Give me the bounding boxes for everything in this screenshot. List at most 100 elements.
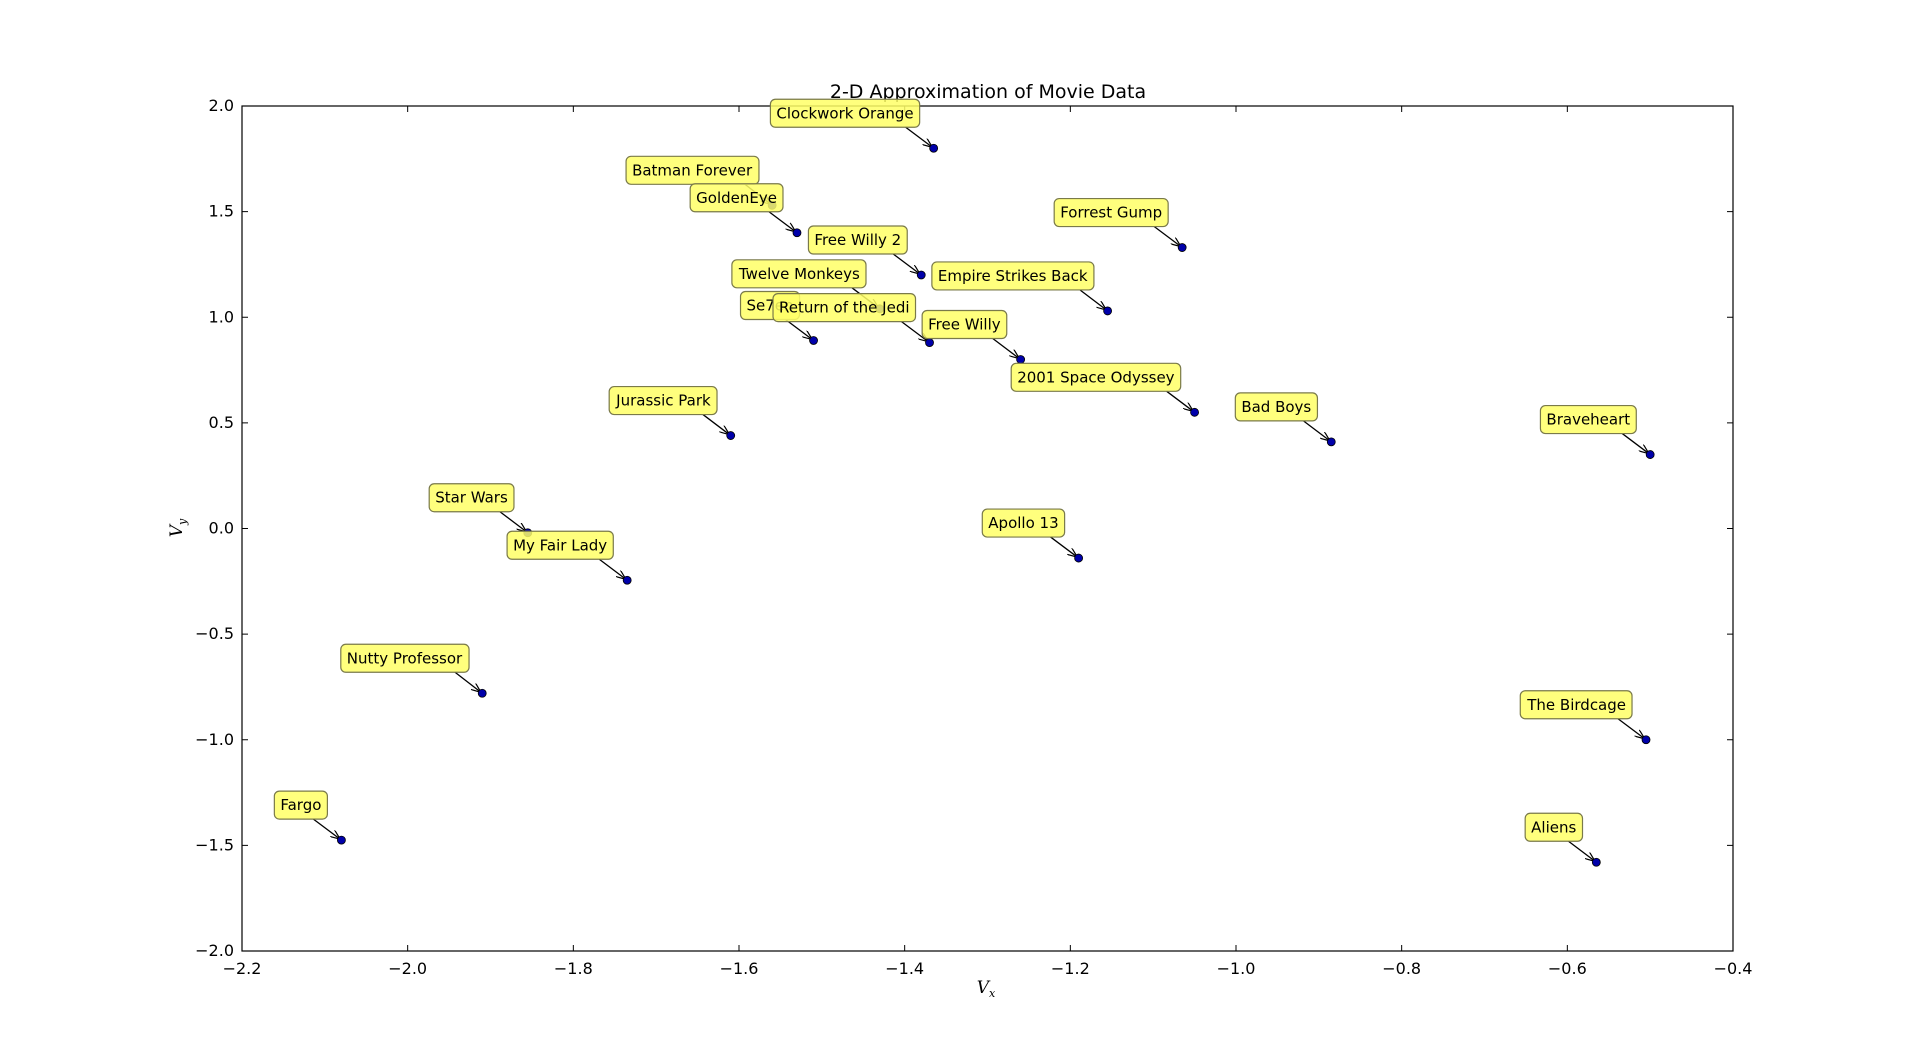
data-point — [1190, 407, 1199, 417]
point-label-text: Fargo — [280, 796, 321, 814]
point-label-box — [608, 385, 718, 416]
point-label-box — [273, 790, 328, 820]
x-axis-label-main: V — [977, 978, 991, 998]
annotation-arrow — [313, 818, 339, 839]
point-label-text: Apollo 13 — [988, 514, 1058, 532]
point-label-text: 2001 Space Odyssey — [1017, 368, 1174, 386]
annotation-arrow — [1079, 289, 1106, 310]
point-label: Twelve Monkeys — [731, 259, 867, 289]
point-label-box — [807, 225, 908, 255]
annotation-arrow — [992, 337, 1019, 359]
x-axis-label-subscript: x — [989, 987, 996, 1000]
y-tick-label: 2.0 — [209, 96, 234, 115]
x-tick-label: −2.2 — [223, 959, 262, 978]
data-point — [1074, 553, 1084, 563]
annotation-arrow — [905, 126, 932, 147]
data-point — [792, 228, 802, 238]
point-label: Aliens — [1524, 812, 1584, 842]
y-tick-label: −0.5 — [195, 624, 234, 643]
y-tick-label: 0.0 — [209, 519, 234, 538]
point-label-box — [731, 259, 867, 289]
x-tick-label: −0.6 — [1548, 959, 1587, 978]
x-tick-label: −1.0 — [1217, 959, 1256, 978]
point-label-box — [921, 309, 1008, 340]
x-tick-label: −2.0 — [388, 959, 427, 978]
annotation-arrow — [598, 558, 625, 579]
point-label-text: My Fair Lady — [513, 536, 607, 554]
point-label-text: Twelve Monkeys — [738, 265, 860, 283]
x-tick-label: −1.8 — [554, 959, 593, 978]
point-label: Star Wars — [428, 483, 515, 513]
point-label-box — [428, 483, 515, 513]
point-label-text: Nutty Professor — [347, 649, 463, 667]
annotation-arrow — [1166, 390, 1193, 411]
point-label-text: Star Wars — [435, 489, 508, 507]
point-label-box — [1524, 812, 1584, 842]
point-label-text: Batman Forever — [632, 161, 753, 179]
point-label: Batman Forever — [625, 155, 760, 185]
data-point — [925, 338, 934, 348]
y-tick-label: −1.0 — [195, 730, 234, 749]
data-point — [336, 835, 346, 845]
data-point — [1591, 857, 1601, 867]
point-label-text: Free Willy — [928, 316, 1001, 334]
point-label: Jurassic Park — [608, 385, 718, 416]
point-label-box — [506, 530, 614, 560]
annotation-arrow — [768, 211, 795, 232]
annotation-arrow — [1617, 718, 1644, 739]
point-label-box — [1010, 362, 1182, 392]
point-label: Return of the Jedi — [772, 293, 917, 323]
x-tick-label: −0.8 — [1382, 959, 1421, 978]
data-point — [929, 143, 939, 153]
point-label-box — [769, 98, 921, 128]
data-point — [809, 336, 818, 345]
point-label-text: Aliens — [1531, 818, 1576, 836]
point-label-box — [340, 643, 470, 673]
annotation-arrow — [1153, 226, 1180, 247]
y-tick-label: −1.5 — [195, 835, 234, 854]
point-label: Empire Strikes Back — [931, 261, 1095, 291]
point-label-text: GoldenEye — [696, 189, 777, 207]
point-label-box — [772, 293, 917, 323]
annotation-arrow — [901, 321, 928, 342]
point-label-box — [1234, 392, 1319, 422]
y-axis-label: Vy — [167, 518, 189, 537]
point-label-text: The Birdcage — [1526, 696, 1626, 714]
data-point — [726, 431, 736, 440]
y-tick-label: 0.5 — [209, 413, 234, 432]
point-label-box — [981, 508, 1066, 538]
x-axis-label: Vx — [977, 978, 996, 1000]
point-label: Bad Boys — [1234, 392, 1319, 422]
chart-title: 2-D Approximation of Movie Data — [830, 81, 1146, 103]
annotation-arrow — [454, 671, 480, 692]
y-axis-ticks: 2.0 1.5 1.0 0.5 0.0 −0.5 −1.0 −1.5 −2.0 — [195, 96, 1733, 960]
annotation-arrow — [892, 253, 919, 274]
x-tick-label: −1.6 — [720, 959, 759, 978]
annotation-arrow — [702, 414, 729, 435]
y-tick-label: 1.0 — [209, 307, 234, 326]
data-point — [622, 575, 632, 585]
point-label: Nutty Professor — [340, 643, 470, 673]
point-label-text: Bad Boys — [1241, 398, 1311, 416]
x-axis-ticks: −2.2 −2.0 −1.8 −1.6 −1.4 −1.2 −1.0 −0.8 −0.6 −0.4 — [223, 106, 1752, 978]
annotation-arrow — [499, 511, 526, 531]
point-label: Fargo — [273, 790, 328, 820]
point-labels: Clockwork Orange Batman Forever GoldenEye F… — [273, 98, 1637, 842]
point-label-box — [1539, 404, 1637, 435]
annotation-arrow — [1568, 840, 1595, 861]
data-point — [1177, 243, 1187, 252]
point-label-text: Free Willy 2 — [814, 231, 901, 249]
point-label: Forrest Gump — [1053, 197, 1169, 228]
data-point — [1016, 355, 1026, 364]
point-label-text: Braveheart — [1546, 411, 1630, 429]
point-label-text: Clockwork Orange — [776, 104, 913, 122]
y-axis-label-main: V — [167, 523, 187, 537]
point-label-box — [1053, 197, 1169, 228]
data-point — [1326, 437, 1336, 447]
data-point — [916, 270, 926, 280]
point-label-text: Jurassic Park — [615, 392, 711, 410]
annotation-arrow — [1303, 420, 1329, 441]
point-label: Free Willy 2 — [807, 225, 908, 255]
point-label: 2001 Space Odyssey — [1010, 362, 1182, 392]
data-point — [1641, 735, 1651, 745]
